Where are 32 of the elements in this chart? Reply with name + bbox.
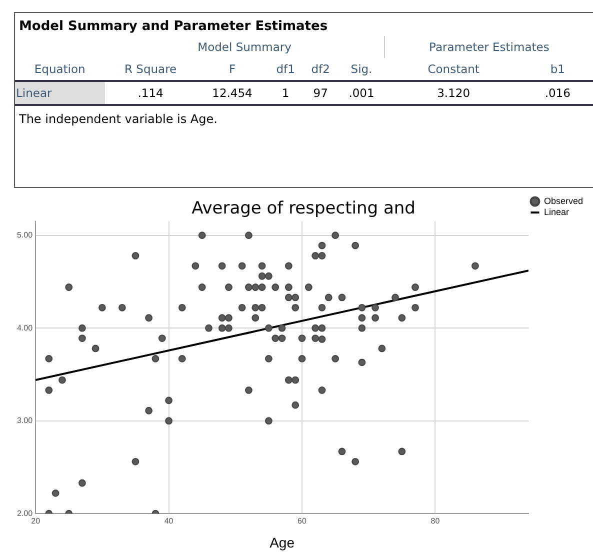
y-tick-label: 3.00	[16, 416, 34, 426]
x-tick-label: 20	[31, 516, 41, 526]
category-label: Constant	[384, 58, 522, 81]
category-label: Sig.	[338, 58, 385, 81]
text: 1	[282, 86, 290, 100]
category-label: df2	[303, 58, 338, 81]
category-label: R Square	[104, 58, 196, 81]
text: .016	[544, 86, 570, 100]
text: 3.120	[437, 86, 470, 100]
category-label: df1	[268, 58, 304, 81]
legend-label: Linear	[544, 206, 570, 217]
text: 12.454	[212, 86, 252, 100]
text: .001	[348, 86, 374, 100]
text: 97	[313, 86, 328, 100]
category-label: F	[196, 58, 268, 81]
category-label: Equation	[15, 58, 105, 81]
x-tick-label: 80	[430, 516, 440, 526]
x-tick-label: 40	[164, 516, 174, 526]
text: Linear	[16, 86, 52, 100]
legend-label: Observed	[544, 196, 584, 206]
x-tick-label: 60	[298, 516, 308, 526]
category-label: b1	[522, 58, 593, 81]
text: Model Summary	[196, 39, 292, 56]
chart-title: Average of respecting and	[192, 198, 416, 219]
y-tick-label: 2.00	[16, 508, 34, 518]
x-axis-title: Age	[270, 534, 295, 550]
text: The independent variable is Age.	[18, 111, 218, 128]
text: Parameter Estimates	[384, 36, 593, 58]
text: .114	[138, 86, 164, 100]
text: Model Summary and Parameter Estimates	[18, 18, 329, 36]
y-tick-label: 5.00	[16, 230, 34, 240]
y-tick-label: 4.00	[16, 323, 34, 332]
